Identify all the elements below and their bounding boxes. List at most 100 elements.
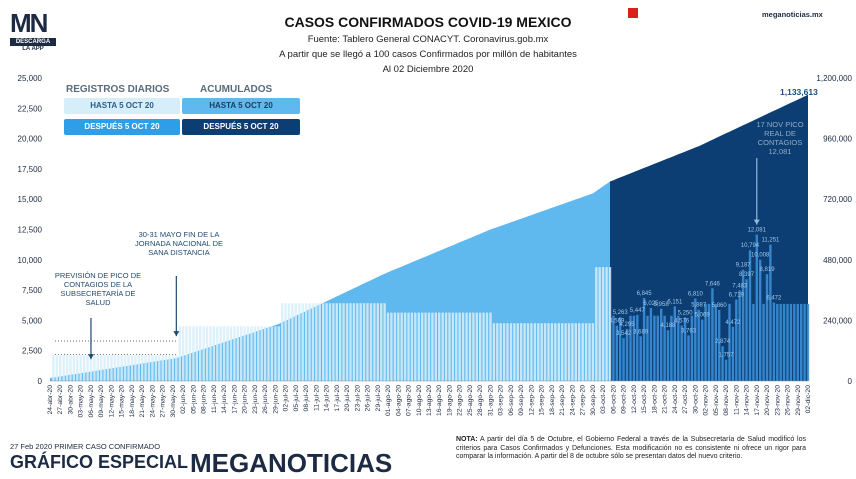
daily-bar [236, 326, 239, 381]
daily-bar [489, 312, 492, 381]
x-axis-tick-label: 11-jul-20 [313, 385, 320, 411]
daily-bar [578, 323, 581, 381]
daily-bar [543, 323, 547, 381]
daily-bar [800, 303, 803, 381]
daily-bar [492, 323, 496, 381]
daily-bar [287, 303, 291, 381]
daily-bar [752, 303, 755, 381]
x-axis-tick-label: 24-may-20 [149, 385, 156, 418]
daily-bar [673, 306, 676, 381]
daily-bar [690, 315, 694, 381]
daily-bar [233, 326, 236, 381]
daily-bar [707, 303, 711, 381]
graphic-label: GRÁFICO ESPECIAL [10, 452, 189, 472]
daily-bar [636, 315, 639, 381]
daily-bar [373, 303, 376, 381]
x-axis-tick-label: 07-ago-20 [406, 385, 413, 416]
daily-bar [615, 325, 618, 381]
chart-title: CASOS CONFIRMADOS COVID-19 MEXICO [284, 14, 572, 30]
daily-bar [567, 323, 571, 381]
daily-bar [72, 355, 76, 381]
daily-bar [335, 303, 338, 381]
daily-bar [270, 326, 274, 381]
daily-bar [663, 315, 666, 381]
daily-bar [222, 326, 226, 381]
x-axis-tick-label: 12-may-20 [108, 385, 115, 418]
daily-bar [93, 355, 96, 381]
x-axis-tick-label: 12-sep-20 [528, 385, 535, 416]
daily-bar [414, 312, 417, 381]
daily-bar [496, 323, 499, 381]
daily-bar [564, 323, 567, 381]
x-axis-tick-label: 23-jun-20 [252, 385, 259, 414]
daily-bar [322, 303, 325, 381]
left-axis-tick-label: 7,500 [22, 286, 43, 295]
x-axis-tick-label: 04-ago-20 [395, 385, 402, 416]
daily-bar [417, 312, 420, 381]
x-axis-tick-label: 25-ago-20 [467, 385, 474, 416]
daily-bar [629, 315, 632, 381]
daily-bar [96, 355, 99, 381]
legend-cumulative-title: ACUMULADOS [200, 84, 273, 95]
daily-bar [516, 323, 519, 381]
daily-bar [103, 355, 106, 381]
daily-bar [164, 355, 168, 381]
daily-bar [721, 346, 724, 381]
x-axis-tick-label: 27-may-20 [160, 385, 167, 418]
daily-bar [513, 323, 516, 381]
right-axis-tick-label: 960,000 [823, 135, 852, 144]
annotation-jornada-end: 30-31 MAYO FIN DE LA JORNADA NACIONAL DE… [134, 230, 224, 257]
daily-bar [246, 326, 250, 381]
daily-bar [670, 315, 673, 381]
daily-bar [352, 303, 356, 381]
left-axis-tick-label: 10,000 [18, 256, 43, 265]
daily-bar [461, 312, 465, 381]
logo-download-label: DESCARGA [10, 38, 56, 46]
daily-bar [349, 303, 352, 381]
x-axis-tick-label: 09-oct-20 [621, 385, 628, 414]
daily-bar [318, 303, 321, 381]
daily-bar [130, 355, 134, 381]
daily-bar [540, 323, 543, 381]
daily-data-label: 5,447 [630, 308, 646, 314]
site-url[interactable]: meganoticias.mx [762, 10, 823, 19]
daily-bar [475, 312, 478, 381]
daily-bar [748, 250, 752, 381]
daily-bar [465, 312, 468, 381]
daily-bar [52, 355, 55, 381]
x-axis-tick-label: 05-jun-20 [190, 385, 197, 414]
daily-bar [123, 355, 127, 381]
daily-bar [199, 326, 202, 381]
daily-bar [765, 274, 769, 381]
daily-bar [520, 323, 523, 381]
daily-bar [82, 355, 86, 381]
daily-bar [601, 267, 605, 381]
daily-bar [506, 323, 509, 381]
daily-bar [625, 328, 629, 381]
x-axis-tick-label: 30-sep-20 [590, 385, 597, 416]
share-icon[interactable] [628, 8, 638, 18]
footnote-text: A partir del día 5 de Octubre, el Gobier… [456, 436, 806, 460]
left-axis-tick-label: 2,500 [22, 347, 43, 356]
daily-data-label: 7,483 [732, 283, 748, 289]
x-axis-tick-label: 17-nov-20 [754, 385, 761, 416]
daily-bar [482, 312, 485, 381]
daily-bar [557, 323, 560, 381]
x-axis-tick-label: 15-sep-20 [539, 385, 546, 416]
x-axis-tick-label: 29-jul-20 [375, 385, 382, 412]
daily-bar [499, 323, 502, 381]
right-axis-tick-label: 240,000 [823, 316, 852, 325]
daily-bar [711, 288, 714, 381]
meganoticias-logo[interactable]: MN DESCARGA LA APP [10, 10, 56, 52]
daily-data-label: 5,263 [613, 310, 629, 316]
daily-bar [59, 355, 62, 381]
daily-bar [554, 323, 557, 381]
x-axis-tick-label: 18-oct-20 [651, 385, 658, 414]
daily-bar [533, 323, 537, 381]
daily-bar [694, 298, 697, 381]
x-axis-tick-label: 10-ago-20 [416, 385, 423, 416]
daily-bar [485, 312, 489, 381]
daily-bar [89, 355, 93, 381]
daily-bar [308, 303, 311, 381]
daily-bar [530, 323, 533, 381]
